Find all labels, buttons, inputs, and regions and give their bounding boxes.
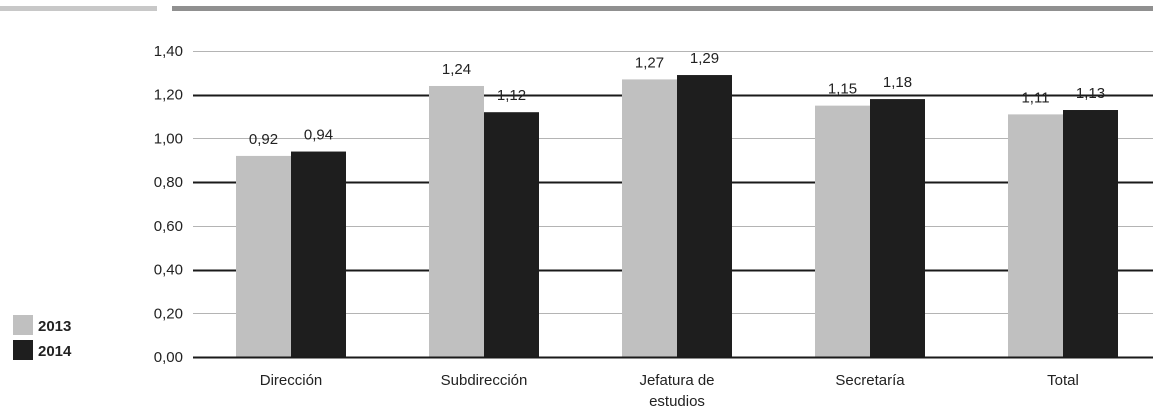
y-tick-label: 0,60 — [154, 218, 183, 235]
bar-series-2013 — [429, 85, 484, 357]
data-label-series-2014: 1,18 — [883, 74, 912, 91]
y-tick-label: 1,20 — [154, 87, 183, 104]
data-label-series-2014: 1,29 — [690, 50, 719, 67]
legend-label-series-2014: 2014 — [38, 343, 72, 360]
category-label: Total — [1047, 372, 1079, 389]
top-bar-right — [172, 6, 1153, 11]
category-label: Subdirección — [441, 372, 528, 389]
bars — [236, 75, 1118, 358]
data-label-series-2013: 1,11 — [1021, 89, 1049, 106]
data-label-series-2013: 1,27 — [635, 54, 664, 71]
bar-series-2014 — [677, 75, 732, 358]
category-label: Secretaría — [835, 372, 905, 389]
top-bar-left — [0, 6, 157, 11]
bar-series-2013 — [815, 105, 870, 358]
top-decoration — [0, 6, 1153, 11]
legend-swatch-series-2014 — [13, 340, 33, 360]
y-tick-label: 1,00 — [154, 130, 183, 147]
y-tick-label: 0,00 — [154, 349, 183, 366]
legend: 2013 2014 — [13, 315, 72, 360]
legend-label-series-2013: 2013 — [38, 318, 71, 335]
bar-series-2014 — [870, 99, 925, 357]
data-label-series-2014: 1,13 — [1076, 85, 1105, 102]
data-label-series-2013: 1,15 — [828, 81, 857, 98]
data-label-series-2013: 0,92 — [249, 131, 278, 148]
y-tick-label: 1,40 — [154, 43, 183, 60]
bar-series-2014 — [1063, 110, 1118, 357]
bar-series-2013 — [236, 155, 291, 357]
data-labels: 0,92 0,94 1,24 1,12 1,27 1,29 1,15 1,18 1,11 1,13 — [249, 50, 1105, 148]
y-tick-label: 0,80 — [154, 174, 183, 191]
data-label-series-2014: 1,12 — [497, 87, 526, 104]
bar-series-2013 — [1008, 114, 1063, 357]
bar-series-2013 — [622, 79, 677, 358]
category-label: Dirección — [260, 372, 323, 389]
y-tick-label: 0,20 — [154, 305, 183, 322]
bar-series-2014 — [484, 112, 539, 357]
category-label: Jefatura de estudios — [639, 372, 714, 410]
data-label-series-2013: 1,24 — [442, 61, 471, 78]
category-labels: Dirección Subdirección Jefatura de estudios… — [260, 372, 1079, 410]
y-axis-ticks: 0,00 0,20 0,40 0,60 0,80 1,00 1,20 1,40 — [154, 43, 183, 366]
legend-swatch-series-2013 — [13, 315, 33, 335]
bar-series-2014 — [291, 151, 346, 357]
data-label-series-2014: 0,94 — [304, 127, 333, 144]
y-tick-label: 0,40 — [154, 262, 183, 279]
